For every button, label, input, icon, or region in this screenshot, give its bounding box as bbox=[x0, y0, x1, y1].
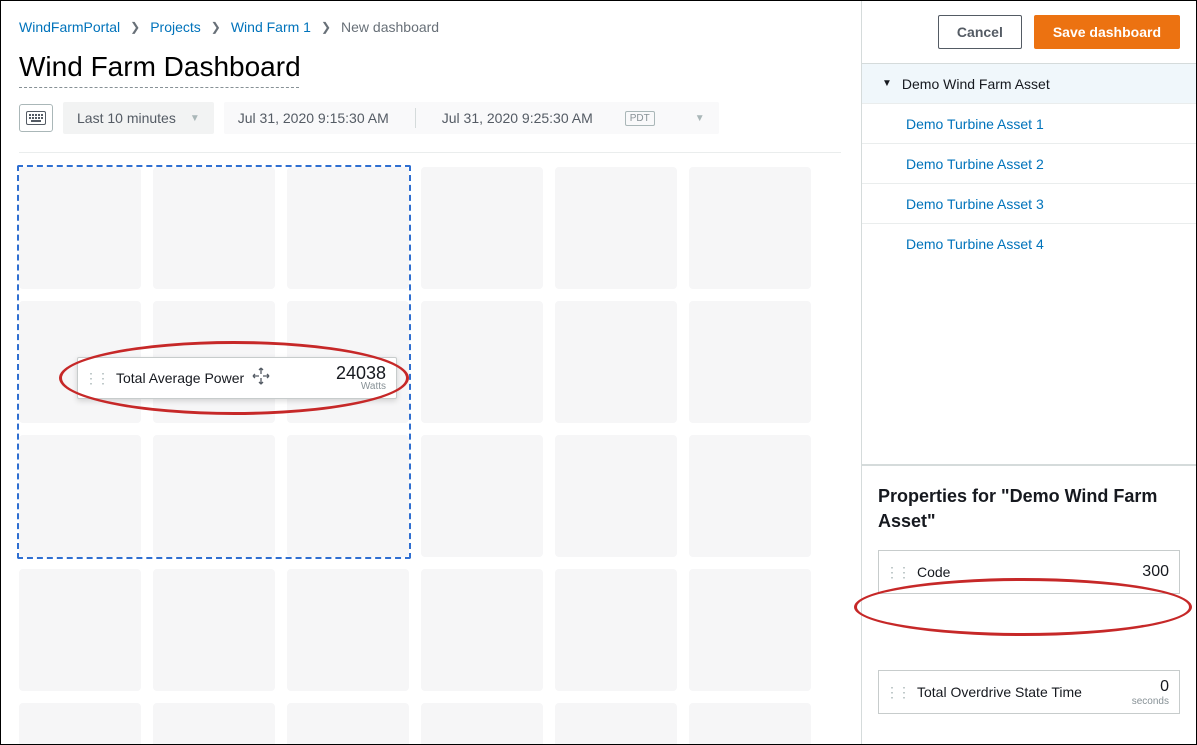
grid-cell[interactable] bbox=[19, 435, 141, 557]
breadcrumb: WindFarmPortal ❯ Projects ❯ Wind Farm 1 … bbox=[19, 19, 841, 35]
grid-cell[interactable] bbox=[421, 569, 543, 691]
properties-panel: Properties for "Demo Wind Farm Asset" ⋮⋮… bbox=[862, 465, 1196, 744]
time-relative-select[interactable]: Last 10 minutes ▼ bbox=[63, 102, 214, 134]
time-relative-label: Last 10 minutes bbox=[77, 110, 176, 126]
grid-cell[interactable] bbox=[689, 435, 811, 557]
grid-cell[interactable] bbox=[421, 703, 543, 744]
drag-handle-icon[interactable]: ⋮⋮ bbox=[84, 375, 108, 381]
tree-child[interactable]: Demo Turbine Asset 4 bbox=[862, 224, 1196, 264]
tree-empty-area bbox=[862, 264, 1196, 464]
chevron-right-icon: ❯ bbox=[211, 20, 221, 34]
grid-cell[interactable] bbox=[555, 703, 677, 744]
move-cursor-icon bbox=[252, 367, 270, 390]
breadcrumb-project[interactable]: Wind Farm 1 bbox=[231, 19, 311, 35]
grid-cell[interactable] bbox=[555, 569, 677, 691]
save-dashboard-button[interactable]: Save dashboard bbox=[1034, 15, 1180, 49]
tree-root[interactable]: ▼ Demo Wind Farm Asset bbox=[862, 64, 1196, 104]
tree-child[interactable]: Demo Turbine Asset 1 bbox=[862, 104, 1196, 144]
grid-cell[interactable] bbox=[287, 435, 409, 557]
grid-cell[interactable] bbox=[689, 703, 811, 744]
caret-down-icon: ▼ bbox=[695, 113, 705, 124]
grid-cell[interactable] bbox=[421, 167, 543, 289]
divider bbox=[19, 152, 841, 153]
cancel-button[interactable]: Cancel bbox=[938, 15, 1022, 49]
property-card-placeholder bbox=[878, 610, 1180, 654]
grid-cell[interactable] bbox=[153, 435, 275, 557]
tree-child[interactable]: Demo Turbine Asset 2 bbox=[862, 144, 1196, 184]
grid-cell[interactable] bbox=[287, 167, 409, 289]
grid-cell[interactable] bbox=[555, 167, 677, 289]
property-value: 300 bbox=[1142, 563, 1169, 581]
property-value: 0 bbox=[1132, 678, 1169, 696]
side-actions: Cancel Save dashboard bbox=[862, 1, 1196, 64]
breadcrumb-portal[interactable]: WindFarmPortal bbox=[19, 19, 120, 35]
properties-heading: Properties for "Demo Wind Farm Asset" bbox=[878, 484, 1180, 534]
property-card[interactable]: ⋮⋮ Code 300 bbox=[878, 550, 1180, 594]
grid-cell[interactable] bbox=[153, 703, 275, 744]
grid-cell[interactable] bbox=[287, 703, 409, 744]
grid-cell[interactable] bbox=[19, 569, 141, 691]
dashboard-canvas[interactable]: ⋮⋮ Total Average Power 24038 Watts bbox=[19, 167, 841, 744]
caret-down-icon: ▼ bbox=[190, 113, 200, 124]
separator bbox=[415, 108, 416, 128]
grid-cell[interactable] bbox=[421, 435, 543, 557]
time-from: Jul 31, 2020 9:15:30 AM bbox=[238, 110, 389, 126]
asset-tree: ▼ Demo Wind Farm Asset Demo Turbine Asse… bbox=[862, 64, 1196, 465]
grid-cell[interactable] bbox=[19, 703, 141, 744]
grid-cell[interactable] bbox=[689, 167, 811, 289]
drag-handle-icon[interactable]: ⋮⋮ bbox=[885, 689, 909, 695]
breadcrumb-current: New dashboard bbox=[341, 19, 439, 35]
dragged-property-card[interactable]: ⋮⋮ Total Average Power 24038 Watts bbox=[77, 357, 397, 399]
grid-cell[interactable] bbox=[153, 167, 275, 289]
tree-child[interactable]: Demo Turbine Asset 3 bbox=[862, 184, 1196, 224]
chevron-right-icon: ❯ bbox=[130, 20, 140, 34]
dashboard-title-input[interactable] bbox=[19, 51, 299, 88]
timezone-badge: PDT bbox=[625, 111, 655, 126]
property-card[interactable]: ⋮⋮ Total Overdrive State Time 0seconds bbox=[878, 670, 1180, 714]
grid-cell[interactable] bbox=[555, 301, 677, 423]
property-label: Total Overdrive State Time bbox=[917, 684, 1124, 700]
keyboard-icon[interactable] bbox=[19, 104, 53, 132]
dragged-property-label: Total Average Power bbox=[116, 370, 244, 386]
tree-root-label: Demo Wind Farm Asset bbox=[902, 76, 1050, 92]
property-unit: seconds bbox=[1132, 696, 1169, 707]
dragged-property-value: 24038 bbox=[336, 364, 386, 382]
time-to: Jul 31, 2020 9:25:30 AM bbox=[442, 110, 593, 126]
breadcrumb-projects[interactable]: Projects bbox=[150, 19, 201, 35]
triangle-down-icon: ▼ bbox=[882, 78, 892, 89]
property-label: Code bbox=[917, 564, 1134, 580]
grid-cell[interactable] bbox=[19, 167, 141, 289]
grid-cell[interactable] bbox=[689, 569, 811, 691]
grid-cell[interactable] bbox=[287, 569, 409, 691]
grid-cell[interactable] bbox=[421, 301, 543, 423]
time-range-select[interactable]: Jul 31, 2020 9:15:30 AM Jul 31, 2020 9:2… bbox=[224, 102, 719, 134]
drag-handle-icon[interactable]: ⋮⋮ bbox=[885, 569, 909, 575]
grid-cell[interactable] bbox=[153, 569, 275, 691]
chevron-right-icon: ❯ bbox=[321, 20, 331, 34]
dragged-property-unit: Watts bbox=[336, 382, 386, 392]
grid-cell[interactable] bbox=[689, 301, 811, 423]
grid-cell[interactable] bbox=[555, 435, 677, 557]
